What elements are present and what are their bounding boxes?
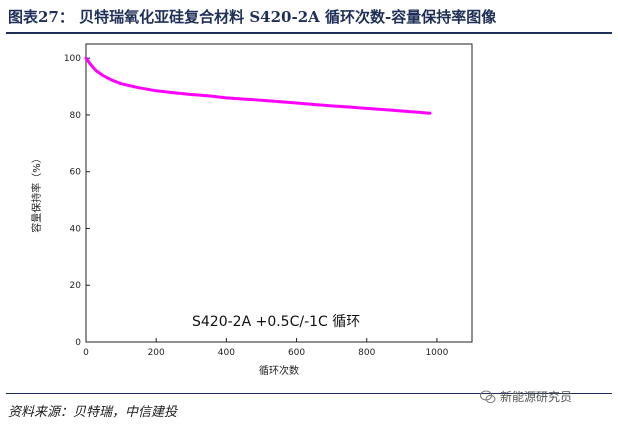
- series-layer: [84, 56, 432, 115]
- y-tick-label: 20: [70, 281, 82, 291]
- watermark: 新能源研究员: [480, 388, 572, 405]
- x-tick-label: 0: [83, 348, 89, 358]
- series-line: [84, 56, 432, 115]
- y-tick-label: 100: [64, 54, 81, 64]
- chart-annotation: S420-2A +0.5C/-1C 循环: [192, 314, 360, 330]
- source-note: 资料来源：贝特瑞，中信建投: [8, 405, 178, 420]
- plot-frame: [85, 43, 473, 343]
- wechat-icon: [480, 390, 496, 403]
- x-axis-title: 循环次数: [259, 364, 299, 377]
- y-axis-title: 容量保持率（%）: [30, 153, 43, 233]
- x-tick-label: 1000: [425, 348, 448, 358]
- y-tick-label: 0: [75, 338, 81, 348]
- figure-title: 图表27： 贝特瑞氧化亚硅复合材料 S420-2A 循环次数-容量保持率图像: [8, 8, 497, 26]
- axis-ticks: 0 200 400 600 800 1000 0 20 40 60 80 100: [64, 54, 449, 358]
- footer-rule: [6, 393, 612, 394]
- chart: 0 200 400 600 800 1000 0 20 40 60 80 100 循环次数 容量保持率…: [30, 43, 473, 377]
- x-tick-label: 200: [148, 348, 165, 358]
- y-tick-label: 40: [70, 224, 82, 234]
- title-rule: [6, 32, 612, 34]
- y-tick-label: 60: [70, 168, 82, 178]
- y-tick-label: 80: [70, 111, 82, 121]
- watermark-text: 新能源研究员: [500, 390, 573, 404]
- x-tick-label: 800: [358, 348, 375, 358]
- x-tick-label: 600: [288, 348, 305, 358]
- x-tick-label: 400: [218, 348, 235, 358]
